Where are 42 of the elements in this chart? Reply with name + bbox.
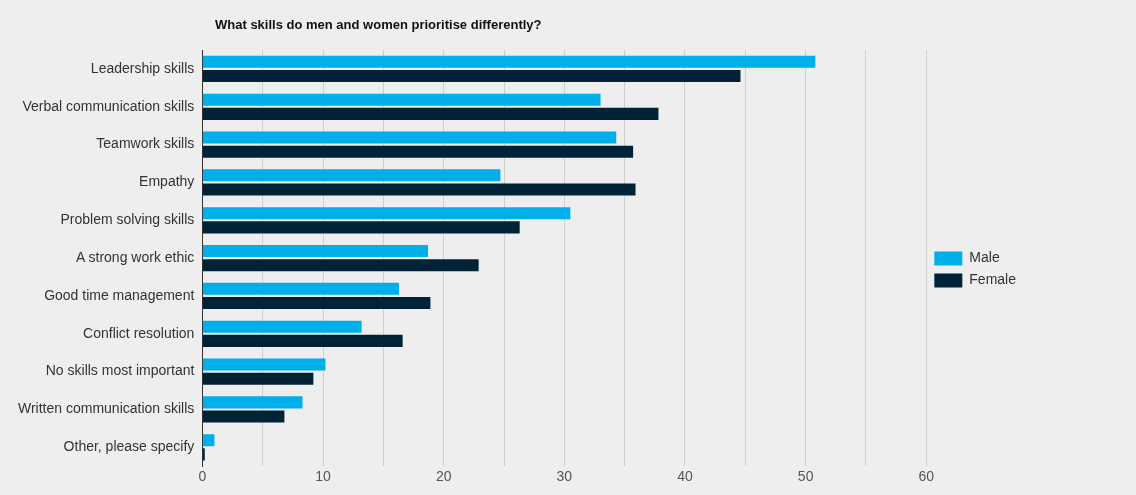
bar <box>202 131 617 144</box>
y-tick-label: Teamwork skills <box>96 135 195 152</box>
chart-title: What skills do men and women prioritise differently? <box>215 17 542 32</box>
bar <box>202 183 636 196</box>
y-tick-label: Problem solving skills <box>60 211 195 228</box>
bar <box>202 372 314 385</box>
y-tick-label: Conflict resolution <box>83 324 195 341</box>
x-tick-label: 10 <box>315 468 332 485</box>
y-tick-label: Verbal communication skills <box>22 97 195 114</box>
bar <box>202 334 403 347</box>
bar <box>202 297 431 310</box>
y-tick-label: Leadership skills <box>90 59 195 76</box>
legend-label: Female <box>969 271 1017 288</box>
bar <box>202 396 303 409</box>
bar <box>202 169 501 182</box>
bar <box>202 358 326 371</box>
bar <box>202 282 400 295</box>
y-tick-label: No skills most important <box>45 362 195 379</box>
bar <box>202 93 601 106</box>
y-tick-label: Empathy <box>139 173 195 190</box>
bar <box>202 320 362 333</box>
x-tick-label: 40 <box>677 468 693 485</box>
bar <box>202 410 285 423</box>
legend-label: Male <box>969 249 1000 266</box>
x-tick-label: 50 <box>797 468 814 485</box>
bar <box>202 55 816 68</box>
x-tick-label: 20 <box>435 468 452 485</box>
bar <box>202 434 215 447</box>
y-tick-label: A strong work ethic <box>76 248 195 265</box>
bar <box>202 259 479 272</box>
bar <box>202 207 571 220</box>
bar <box>202 145 634 158</box>
bar <box>202 221 520 234</box>
y-tick-label: Good time management <box>44 286 195 303</box>
x-tick-label: 0 <box>198 468 207 485</box>
bar <box>202 244 428 258</box>
y-tick-label: Written communication skills <box>17 400 195 417</box>
y-tick-label: Other, please specify <box>63 438 195 455</box>
x-tick-label: 30 <box>556 468 573 485</box>
bar <box>202 69 741 83</box>
x-tick-label: 60 <box>918 468 935 485</box>
bar <box>202 107 659 120</box>
